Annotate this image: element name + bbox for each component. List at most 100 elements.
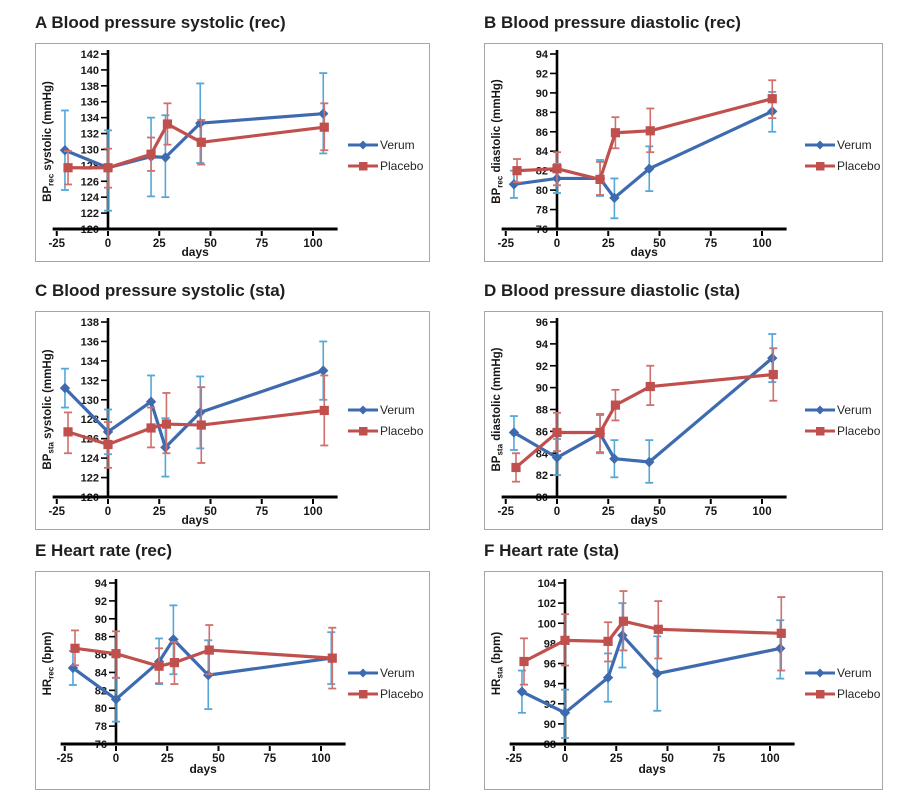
x-tick-label: 75 — [255, 238, 268, 250]
verum-series — [516, 602, 786, 739]
verum-marker — [67, 662, 79, 674]
panel-b-title: B Blood pressure diastolic (rec) — [484, 13, 741, 32]
legend-placebo-label: Placebo — [380, 424, 424, 438]
x-axis-label: days — [630, 245, 658, 259]
panel-f-chart: 889092949698100102104-250255075100daysHR… — [491, 578, 881, 776]
y-tick-label: 122 — [81, 208, 99, 220]
legend-placebo-marker — [359, 690, 368, 699]
x-tick-label: -25 — [48, 506, 65, 518]
x-tick-label: 0 — [105, 506, 111, 518]
placebo-marker — [595, 427, 605, 438]
x-tick-label: 0 — [562, 753, 568, 765]
legend-placebo-label: Placebo — [380, 687, 424, 701]
y-tick-label: 84 — [536, 146, 549, 158]
placebo-line — [73, 646, 334, 668]
y-tick-label: 138 — [81, 317, 99, 329]
y-tick-label: 88 — [95, 632, 107, 644]
placebo-marker — [204, 645, 214, 655]
y-tick-label: 134 — [81, 113, 100, 125]
panel-a-chart: 120122124126128130132134136138140142-250… — [42, 49, 424, 259]
y-tick-label: 88 — [536, 107, 548, 119]
placebo-line — [66, 408, 326, 447]
placebo-series — [512, 79, 777, 196]
y-axis-label: BPsta diastolic (mmHg) — [491, 347, 505, 471]
y-tick-label: 100 — [538, 618, 556, 630]
placebo-marker — [103, 439, 113, 450]
placebo-marker — [154, 661, 164, 671]
placebo-series — [63, 102, 329, 189]
placebo-line — [66, 122, 326, 170]
placebo-marker — [610, 400, 621, 410]
verum-marker — [318, 108, 329, 119]
verum-series — [59, 72, 329, 212]
y-tick-label: 136 — [81, 336, 99, 348]
y-tick-label: 84 — [95, 667, 108, 679]
x-tick-label: 0 — [554, 506, 560, 518]
legend-placebo-label: Placebo — [837, 424, 881, 438]
x-tick-label: -25 — [497, 506, 514, 518]
legend-placebo-marker — [359, 162, 368, 171]
x-tick-label: 50 — [653, 506, 666, 518]
y-tick-label: 90 — [536, 383, 548, 395]
legend-verum-marker — [358, 668, 368, 678]
y-tick-label: 90 — [536, 88, 548, 100]
y-tick-label: 102 — [538, 598, 556, 610]
legend-verum-marker — [815, 668, 825, 678]
y-tick-label: 140 — [81, 65, 99, 77]
y-tick-label: 134 — [81, 356, 100, 368]
placebo-marker — [319, 405, 329, 416]
x-tick-label: 100 — [752, 238, 771, 250]
verum-marker — [145, 396, 157, 407]
placebo-marker — [327, 653, 337, 663]
panel-c-chart-frame: 120122124126128130132134136138-250255075… — [35, 311, 430, 530]
placebo-marker — [103, 163, 113, 173]
x-tick-label: -25 — [48, 238, 65, 250]
legend-verum-label: Verum — [380, 138, 415, 152]
x-tick-label: 100 — [760, 753, 779, 765]
panel-f: F Heart rate (sta) 889092949698100102104… — [484, 538, 883, 790]
panel-b: B Blood pressure diastolic (rec) 7678808… — [484, 10, 883, 262]
y-axis-label: HRsta (bpm) — [491, 632, 505, 695]
panel-a: A Blood pressure systolic (rec) 12012212… — [35, 10, 430, 262]
y-tick-label: 126 — [81, 176, 99, 188]
panel-c: C Blood pressure systolic (sta) 12012212… — [35, 278, 430, 530]
legend-placebo-marker — [359, 427, 368, 436]
placebo-marker — [63, 163, 73, 173]
x-tick-label: 50 — [204, 238, 217, 250]
placebo-marker — [653, 624, 663, 634]
placebo-marker — [146, 423, 156, 433]
placebo-marker — [645, 381, 655, 392]
y-axis-label: BPrec systolic (mmHg) — [42, 81, 56, 202]
x-tick-label: 25 — [610, 753, 623, 765]
panel-a-title: A Blood pressure systolic (rec) — [35, 13, 286, 32]
verum-marker — [195, 407, 206, 418]
x-tick-label: 50 — [204, 506, 217, 518]
legend-placebo-label: Placebo — [837, 687, 881, 701]
panel-d: D Blood pressure diastolic (sta) 8082848… — [484, 278, 883, 530]
verum-marker — [775, 643, 786, 654]
panel-c-title: C Blood pressure systolic (sta) — [35, 281, 286, 300]
panel-e: E Heart rate (rec) 76788082848688909294-… — [35, 538, 430, 790]
panel-c-chart: 120122124126128130132134136138-250255075… — [42, 317, 424, 527]
panel-d-title: D Blood pressure diastolic (sta) — [484, 281, 740, 300]
x-tick-label: 0 — [554, 238, 560, 250]
legend-verum-label: Verum — [380, 403, 415, 417]
legend-placebo-marker — [816, 427, 825, 436]
x-tick-label: -25 — [505, 753, 522, 765]
placebo-marker — [63, 427, 73, 437]
verum-marker — [767, 352, 778, 364]
y-tick-label: 80 — [95, 703, 107, 715]
panel-f-title: F Heart rate (sta) — [484, 541, 620, 560]
legend-verum-marker — [358, 405, 368, 415]
y-tick-label: 132 — [81, 375, 99, 387]
verum-line — [512, 109, 774, 200]
placebo-marker — [161, 419, 172, 429]
placebo-marker — [162, 119, 173, 129]
x-tick-label: 25 — [602, 238, 615, 250]
verum-series — [67, 604, 337, 723]
y-tick-label: 104 — [538, 578, 557, 590]
verum-marker — [160, 442, 171, 453]
y-tick-label: 86 — [536, 426, 548, 438]
y-tick-label: 92 — [536, 361, 548, 373]
